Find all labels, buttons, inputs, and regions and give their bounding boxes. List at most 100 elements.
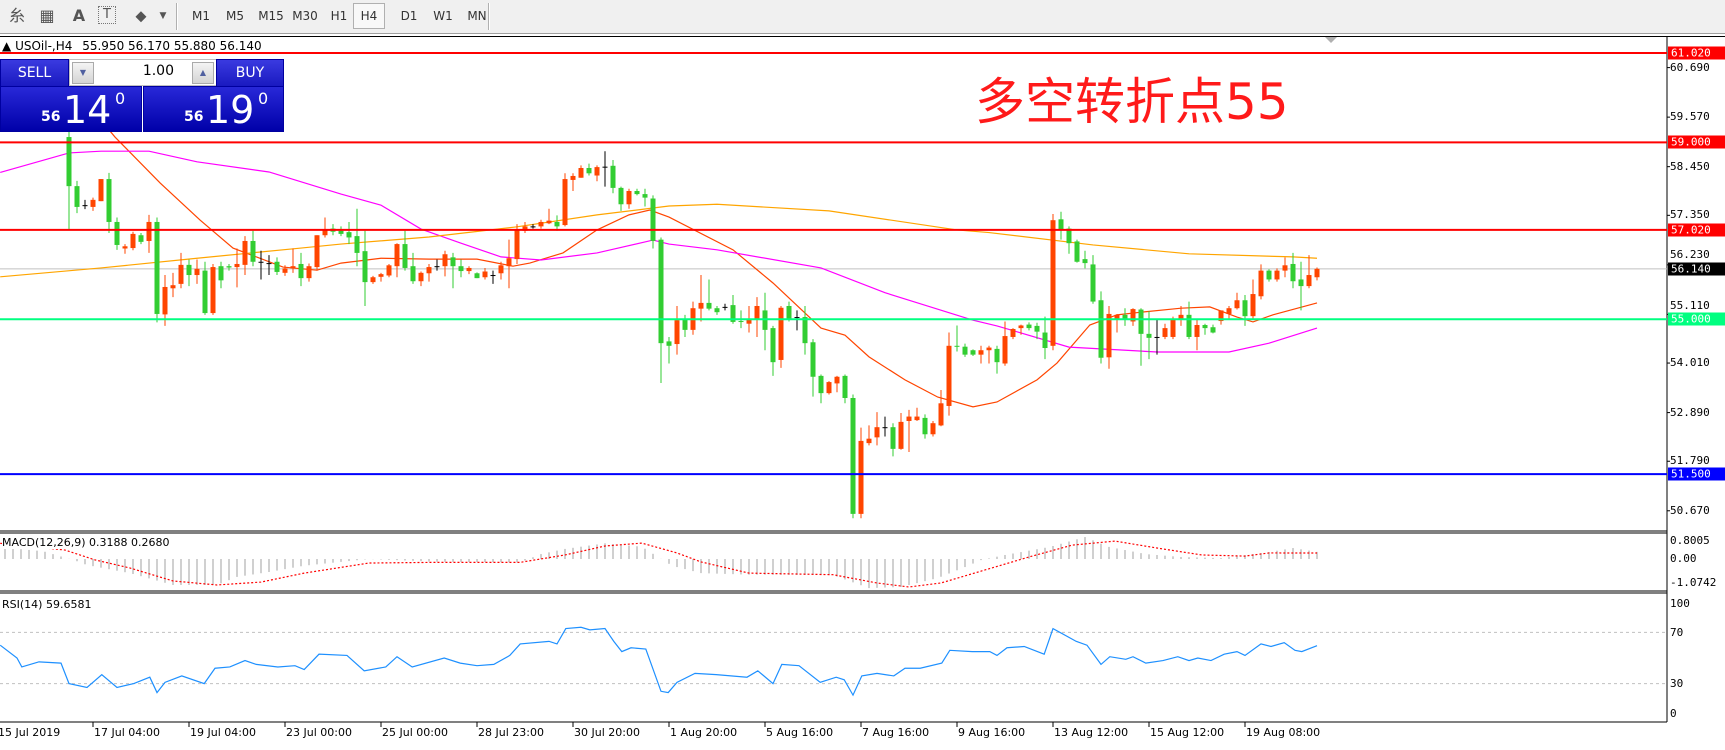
candle xyxy=(1154,319,1160,355)
candle-body xyxy=(818,375,824,394)
candle xyxy=(818,374,824,404)
fibonacci-icon[interactable]: ▦ xyxy=(39,6,55,25)
candle xyxy=(1242,294,1248,326)
lot-increase-icon[interactable]: ▲ xyxy=(192,62,214,84)
timeframe-m15-button[interactable]: M15 xyxy=(258,9,284,23)
lot-decrease-icon[interactable]: ▼ xyxy=(72,62,94,84)
time-axis-label: 5 Aug 16:00 xyxy=(766,726,834,739)
candle-body xyxy=(698,302,704,309)
buy-price[interactable]: 56 19 0 xyxy=(143,86,284,132)
candle-body xyxy=(410,266,416,282)
timeframe-d1-button[interactable]: D1 xyxy=(400,9,418,23)
rsi-tick-label: 100 xyxy=(1670,597,1690,610)
timeframe-mn-button[interactable]: MN xyxy=(467,9,487,23)
lot-size-input[interactable]: 1.00 xyxy=(142,63,174,79)
sell-button[interactable]: SELL xyxy=(0,59,69,87)
candle xyxy=(978,345,984,364)
candle xyxy=(834,375,840,393)
time-axis-label: 25 Jul 00:00 xyxy=(382,726,448,739)
macd-tick-label: -1.0742 xyxy=(1670,576,1717,589)
price-tick-label: 60.690 xyxy=(1670,60,1710,74)
candle xyxy=(594,165,600,182)
candle-body xyxy=(954,345,960,347)
candle-body xyxy=(858,440,864,514)
candle xyxy=(66,124,72,230)
candle-body xyxy=(1042,332,1048,349)
candle-body xyxy=(706,302,712,309)
candle-body xyxy=(1234,300,1240,309)
candle xyxy=(386,263,392,278)
timeframe-m30-button[interactable]: M30 xyxy=(292,9,318,23)
timeframe-m5-button[interactable]: M5 xyxy=(226,9,244,23)
candle xyxy=(298,252,304,287)
candle xyxy=(586,163,592,176)
elliott-wave-icon[interactable]: ⽷ xyxy=(8,6,25,25)
candle xyxy=(762,292,768,351)
buy-price-main: 19 xyxy=(206,88,255,132)
candle-body xyxy=(850,397,856,514)
candle xyxy=(1114,313,1120,333)
timeframe-h4-button[interactable]: H4 xyxy=(353,3,385,29)
candle xyxy=(82,199,88,210)
candle-body xyxy=(66,137,72,187)
candle xyxy=(434,259,440,271)
candle-body xyxy=(546,220,552,224)
candle-body xyxy=(1034,325,1040,332)
candle xyxy=(1034,322,1040,340)
price-tick-label: 52.890 xyxy=(1670,405,1710,419)
candle-body xyxy=(922,417,928,435)
candle-body xyxy=(1106,313,1112,358)
candle xyxy=(1250,279,1256,320)
candle-body xyxy=(218,266,224,281)
chart-shift-marker-icon xyxy=(1325,37,1337,43)
candle xyxy=(522,221,528,234)
level-price-label: 61.020 xyxy=(1668,46,1725,60)
candle-body xyxy=(1026,324,1032,329)
candle-body xyxy=(186,264,192,276)
candle-body xyxy=(282,268,288,273)
candle-body xyxy=(554,221,560,227)
candle xyxy=(354,208,360,267)
candle-body xyxy=(930,423,936,435)
lot-size-stepper[interactable]: ▼ 1.00 ▲ xyxy=(69,59,217,86)
candle-body xyxy=(170,285,176,289)
sell-price[interactable]: 56 14 0 xyxy=(0,86,142,132)
candle-body xyxy=(770,328,776,363)
candle-body xyxy=(626,190,632,205)
timeframe-h1-button[interactable]: H1 xyxy=(330,9,348,23)
candle xyxy=(290,248,296,273)
candle-body xyxy=(1282,265,1288,271)
buy-button[interactable]: BUY xyxy=(216,59,284,87)
arrows-dropdown-icon[interactable]: ▼ xyxy=(159,11,167,21)
candle xyxy=(1074,239,1080,263)
macd-values: 0.3188 0.2680 xyxy=(89,536,170,549)
candle xyxy=(1050,213,1056,351)
candle-body xyxy=(538,221,544,227)
time-axis-label: 13 Aug 12:00 xyxy=(1054,726,1129,739)
candle xyxy=(1306,255,1312,289)
candle-body xyxy=(738,321,744,323)
toolbar: ⽷ ▦ A T ⬥ ▼ M1 M5 M15 M30 H1 H4 D1 W1 MN xyxy=(0,0,1725,34)
candle xyxy=(962,343,968,357)
candle-body xyxy=(242,240,248,265)
collapse-triangle-icon[interactable]: ▲ xyxy=(2,39,12,53)
text-icon[interactable]: A xyxy=(72,6,86,25)
candle xyxy=(658,237,664,383)
candle-body xyxy=(1226,308,1232,314)
candle xyxy=(1234,292,1240,310)
text-label-icon[interactable]: T xyxy=(98,6,116,24)
price-tick-label: 54.010 xyxy=(1670,356,1710,370)
candle-body xyxy=(162,286,168,315)
candle xyxy=(1138,308,1144,366)
time-axis-label: 28 Jul 23:00 xyxy=(478,726,544,739)
candle xyxy=(194,259,200,284)
candle-body xyxy=(466,267,472,272)
timeframe-w1-button[interactable]: W1 xyxy=(433,9,453,23)
candle xyxy=(754,297,760,337)
candle-body xyxy=(714,308,720,313)
arrows-icon[interactable]: ⬥ xyxy=(135,6,147,25)
toolbar-separator xyxy=(176,3,178,30)
timeframe-m1-button[interactable]: M1 xyxy=(192,9,210,23)
candle xyxy=(394,243,400,278)
